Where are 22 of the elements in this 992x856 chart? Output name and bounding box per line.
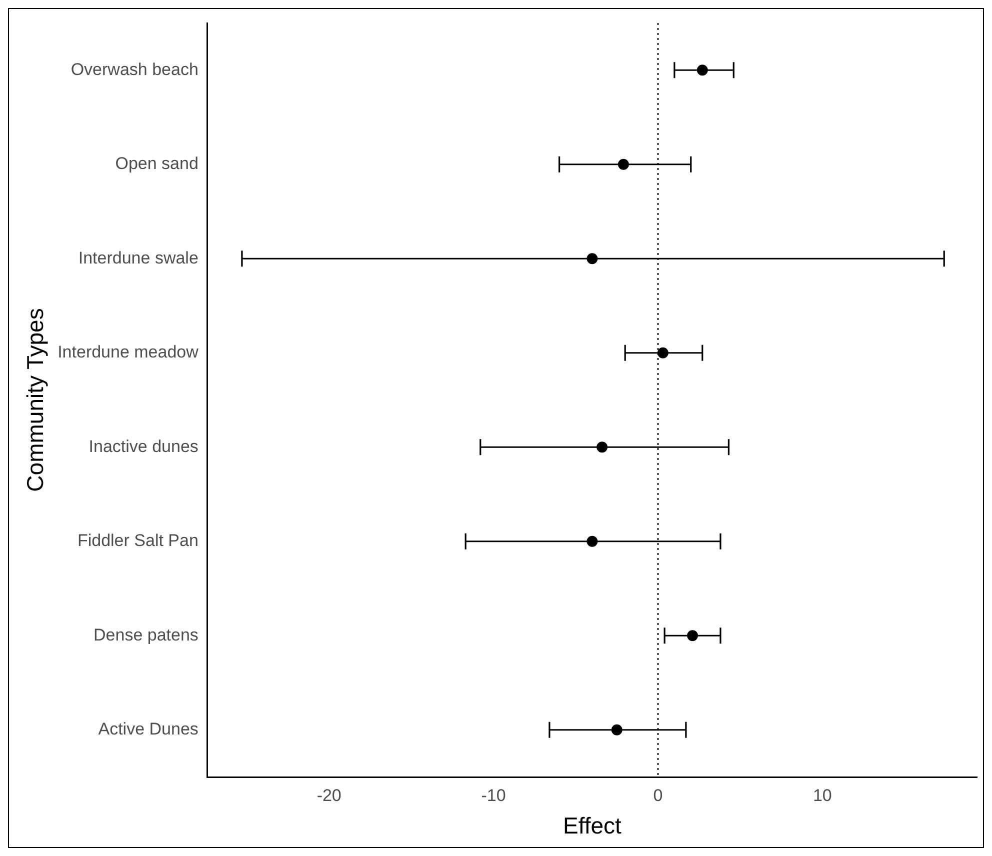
point [687, 630, 698, 642]
point [611, 724, 622, 736]
point [657, 347, 668, 358]
x-tick-label: 0 [653, 786, 663, 805]
x-tick-label: -10 [481, 786, 506, 805]
y-tick-label: Dense patens [94, 625, 198, 644]
y-tick-label: Interdune swale [78, 248, 198, 268]
y-tick-label: Interdune meadow [58, 342, 200, 362]
point [696, 64, 708, 76]
y-axis-title: Community Types [22, 308, 48, 492]
point [596, 442, 608, 453]
y-tick-label: Inactive dunes [88, 436, 198, 456]
point [586, 536, 598, 547]
y-tick-label: Fiddler Salt Pan [77, 531, 198, 550]
y-tick-label: Open sand [115, 154, 198, 174]
x-tick-label: 10 [812, 786, 832, 805]
point [586, 253, 598, 264]
y-tick-label: Overwash beach [70, 60, 198, 79]
x-axis-title: Effect [563, 812, 622, 839]
point [618, 158, 629, 170]
x-tick-label: -20 [316, 786, 342, 805]
y-tick-label: Active Dunes [98, 720, 198, 739]
